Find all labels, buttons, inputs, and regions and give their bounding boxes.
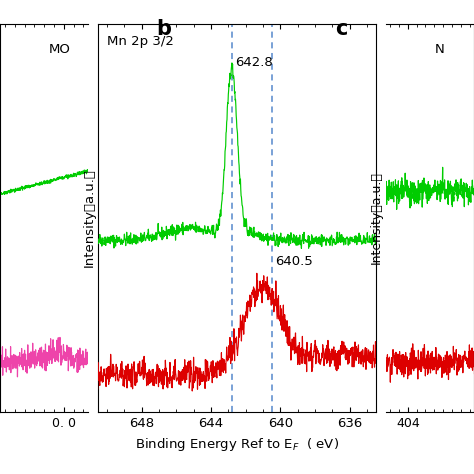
Text: N: N [434, 43, 444, 56]
Text: Mn 2p 3/2: Mn 2p 3/2 [107, 36, 173, 48]
X-axis label: Binding Energy Ref to E$_F$  ( eV): Binding Energy Ref to E$_F$ ( eV) [135, 436, 339, 453]
Text: c: c [335, 19, 347, 39]
Y-axis label: Intensity（a.u.）: Intensity（a.u.） [82, 169, 96, 267]
Text: 640.5: 640.5 [275, 255, 313, 268]
Text: 642.8: 642.8 [235, 56, 273, 69]
Text: b: b [156, 19, 171, 39]
Text: MO: MO [48, 43, 71, 56]
Y-axis label: Intensity（a.u.）: Intensity（a.u.） [370, 172, 383, 264]
